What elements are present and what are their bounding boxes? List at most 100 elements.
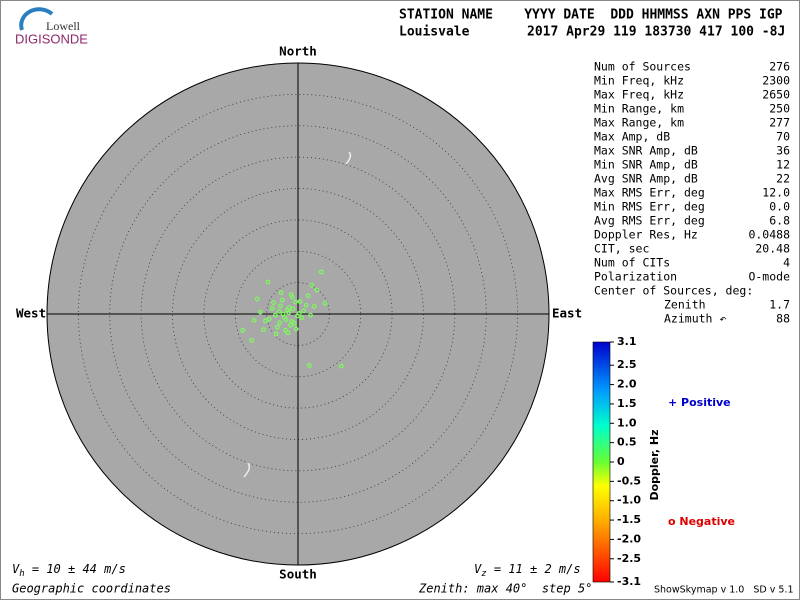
vz-symbol: V: [474, 562, 482, 576]
source-point: [318, 269, 324, 275]
stat-label: Min RMS Err, deg: [594, 200, 705, 214]
source-point: [297, 299, 303, 304]
stat-value: 0.0488: [748, 228, 790, 242]
stat-label: Max Range, km: [594, 116, 684, 130]
center-title: Center of Sources, deg:: [594, 284, 753, 298]
source-point: [271, 300, 276, 306]
source-point: [301, 308, 307, 314]
vh-sub: h: [19, 569, 24, 579]
source-point: [240, 327, 246, 333]
source-point: [314, 287, 320, 293]
colorbar-tick-label: 3.1: [617, 335, 637, 348]
vz-text: = 11 ± 2 m/s: [487, 562, 581, 576]
source-point: [309, 282, 315, 288]
source-point: [305, 293, 311, 299]
center-label: Azimuth ↶: [664, 312, 726, 326]
stat-label: Doppler Res, Hz: [594, 228, 698, 242]
source-point: [306, 363, 312, 368]
stat-value: 277: [769, 116, 790, 130]
source-point: [278, 290, 284, 296]
header-columns: STATION NAME YYYY DATE DDD HHMMSS AXN PP…: [399, 8, 783, 23]
version: ShowSkymap v 1.0 SD v 5.1: [654, 585, 794, 596]
stat-value: 0.0: [769, 200, 790, 214]
stat-value: 12: [776, 158, 790, 172]
direction-label: West: [16, 306, 46, 321]
logo-bottom: DIGISONDE: [15, 31, 88, 46]
stat-label: Max Amp, dB: [594, 130, 670, 144]
source-point: [338, 363, 344, 369]
colorbar-tick-label: 1.5: [617, 397, 637, 410]
stat-value: O-mode: [748, 270, 790, 284]
source-point: [276, 309, 282, 314]
stat-value: 250: [769, 102, 790, 116]
station-name: Louisvale: [399, 25, 470, 40]
colorbar-tick-label: 0: [617, 455, 625, 468]
record: 2017 Apr29 119 183730 417 100 -8J: [527, 25, 785, 40]
center-value: 88: [776, 312, 790, 326]
zenith-info: Zenith: max 40° step 5°: [418, 582, 592, 596]
center-value: 1.7: [769, 298, 790, 312]
stat-value: 70: [776, 130, 790, 144]
stat-label: Avg SNR Amp, dB: [594, 172, 698, 186]
colorbar-tick-label: 1.0: [617, 416, 637, 429]
source-point: [293, 299, 298, 305]
source-point: [261, 327, 266, 333]
source-point: [322, 300, 328, 306]
source-point: [311, 304, 317, 309]
source-point: [262, 318, 268, 324]
colorbar-tick-label: 0.5: [617, 436, 637, 449]
stat-label: Avg RMS Err, deg: [594, 214, 705, 228]
stat-label: Num of Sources: [594, 60, 691, 74]
source-point: [293, 326, 299, 332]
source-point: [273, 331, 279, 337]
coordinates: Geographic coordinates: [12, 582, 171, 596]
direction-label: East: [552, 306, 582, 321]
direction-label: North: [279, 44, 317, 59]
source-point: [285, 330, 291, 336]
vh: Vh = 10 ± 44 m/s: [12, 562, 126, 579]
stat-label: Max SNR Amp, dB: [594, 144, 698, 158]
artifact: [345, 151, 352, 165]
stat-label: Max RMS Err, deg: [594, 186, 705, 200]
source-point: [257, 309, 263, 315]
stats-table: Num of Sources 276 Min Freq, kHz 2300 Max Fr…: [594, 60, 790, 326]
skymap-plot: North South West East: [16, 44, 582, 582]
source-point: [279, 297, 285, 303]
colorbar-tick-label: 2.5: [617, 358, 637, 371]
stat-value: 4: [783, 256, 790, 270]
source-point: [269, 305, 275, 311]
stat-label: Polarization: [594, 270, 677, 284]
vh-symbol: V: [12, 562, 20, 576]
source-point: [283, 317, 289, 323]
vh-text: = 10 ± 44 m/s: [25, 562, 126, 576]
stat-value: 22: [776, 172, 790, 186]
source-point: [303, 302, 309, 308]
colorbar-tick-label: -3.1: [617, 575, 641, 588]
source-point: [278, 303, 283, 309]
colorbar-tick-label: -0.5: [617, 474, 641, 487]
stat-label: Num of CITs: [594, 256, 670, 270]
legend-positive: + Positive: [668, 396, 731, 409]
source-point: [294, 313, 300, 319]
colorbar-tick-label: 2.0: [617, 378, 637, 391]
stat-label: CIT, sec: [594, 242, 649, 256]
source-point: [277, 320, 283, 326]
source-point: [283, 327, 288, 333]
source-point: [299, 315, 305, 321]
stat-value: 12.0: [762, 186, 790, 200]
colorbar-tick-label: -2.5: [617, 552, 641, 565]
logo-swoosh: [19, 7, 54, 31]
vz-sub: z: [481, 569, 486, 579]
colorbar-tick-label: -1.0: [617, 494, 641, 507]
stat-value: 2300: [762, 74, 790, 88]
source-point: [251, 317, 257, 323]
stat-label: Max Freq, kHz: [594, 88, 684, 102]
stat-label: Min SNR Amp, dB: [594, 158, 698, 172]
stat-label: Min Range, km: [594, 102, 684, 116]
source-point: [286, 305, 292, 311]
colorbar-tick-label: -1.5: [617, 513, 641, 526]
colorbar-gradient: [592, 341, 611, 583]
stat-value: 276: [769, 60, 790, 74]
colorbar: 3.1 2.5 2.0 1.5 1.0 0.5 0 -0.5 -1.0 -1.5 -2.0 -2.5 -…: [592, 335, 735, 588]
